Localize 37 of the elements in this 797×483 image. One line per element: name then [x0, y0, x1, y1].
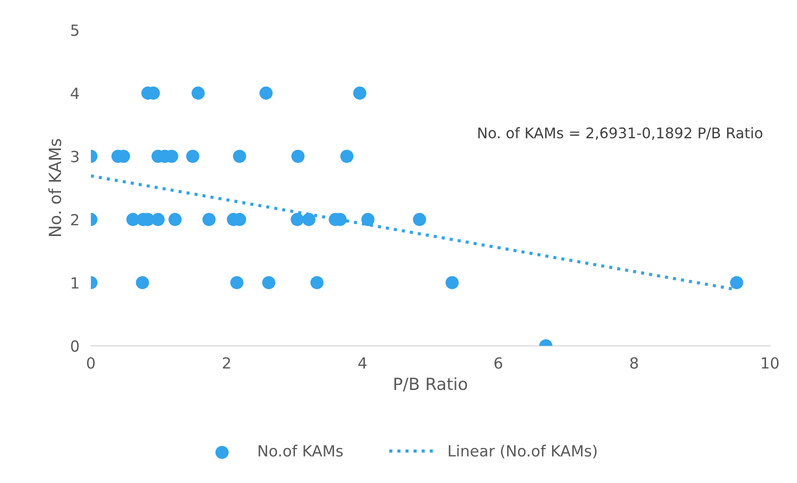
point	[291, 150, 305, 163]
point	[412, 212, 426, 226]
point	[151, 212, 165, 226]
point	[353, 86, 366, 100]
point	[259, 86, 273, 100]
point	[730, 276, 744, 290]
point	[302, 212, 316, 226]
point	[136, 276, 150, 290]
point	[230, 276, 244, 290]
y-tick-label: 4	[70, 88, 79, 99]
y-tick-label: 5	[71, 24, 78, 36]
legend-label: No.of KAMs	[258, 444, 343, 457]
x-tick-label: 10	[762, 357, 779, 369]
annotation: No. of KAMs = 2,6931-0,1892 P/B Ratio	[478, 127, 762, 140]
y-tick-label: 1	[72, 277, 78, 288]
y-tick-label: 2	[71, 214, 78, 226]
x-tick-label: 2	[222, 357, 230, 369]
point	[192, 86, 205, 100]
y-tick-label: 3	[71, 150, 79, 162]
point	[186, 150, 200, 163]
point	[202, 212, 216, 226]
point	[310, 276, 324, 290]
point	[290, 212, 304, 226]
x-tick-label: 4	[358, 357, 366, 369]
x-tick-label: 8	[630, 357, 638, 369]
y-axis-title: No. of KAMs	[48, 138, 62, 236]
point	[340, 150, 354, 163]
point	[446, 276, 459, 290]
y-tick-label: 0	[71, 340, 79, 352]
x-tick-label: 0	[87, 357, 95, 369]
point	[232, 150, 246, 163]
x-tick-label: 6	[494, 357, 502, 369]
legend-label: Linear (No.of KAMs)	[448, 444, 597, 458]
x-axis-title: P/B Ratio	[394, 377, 468, 392]
point	[168, 212, 182, 226]
point	[262, 276, 276, 290]
point	[361, 212, 374, 226]
